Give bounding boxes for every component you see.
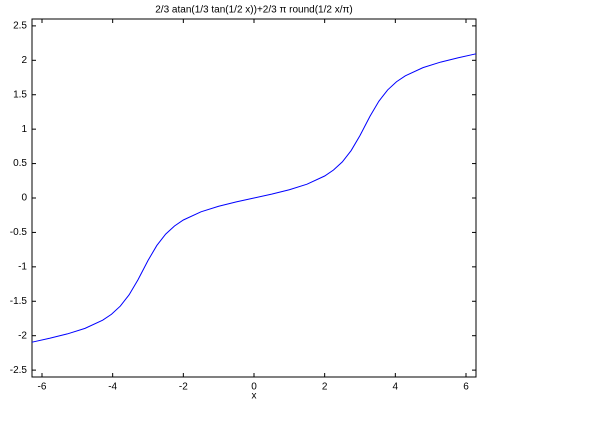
y-tick-label: -2.5 — [10, 365, 28, 376]
x-tick-label: -2 — [179, 382, 188, 393]
y-tick-label: 2.5 — [13, 21, 27, 32]
y-tick-label: 1 — [21, 124, 27, 135]
y-tick-label: 0.5 — [13, 158, 27, 169]
line-series — [31, 53, 477, 343]
y-tick-label: 1.5 — [13, 89, 27, 100]
y-tick-label: -2 — [18, 330, 27, 341]
x-tick-label: -6 — [38, 382, 47, 393]
x-tick-label: -4 — [108, 382, 117, 393]
y-tick-label: -1.5 — [10, 296, 28, 307]
y-tick-label: 2 — [21, 55, 27, 66]
y-tick-label: -0.5 — [10, 227, 28, 238]
x-axis-label: x — [252, 391, 257, 402]
x-tick-label: 4 — [393, 382, 399, 393]
x-tick-label: 6 — [463, 382, 469, 393]
chart-title: 2/3 atan(1/3 tan(1/2 x))+2/3 π round(1/2… — [155, 5, 353, 16]
y-tick-label: -1 — [18, 261, 27, 272]
x-tick-label: 2 — [322, 382, 328, 393]
x-tick-label: 0 — [251, 382, 257, 393]
y-tick-label: 0 — [21, 193, 27, 204]
